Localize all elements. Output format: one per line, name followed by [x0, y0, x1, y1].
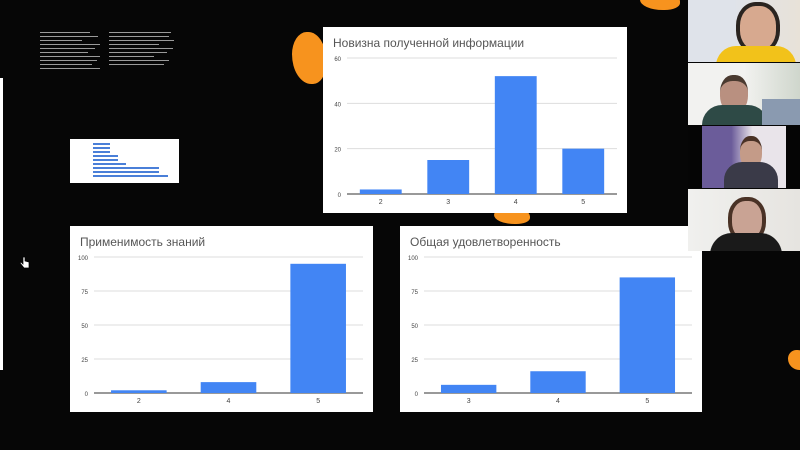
x-tick-label: 5 [316, 398, 320, 405]
x-tick-label: 5 [581, 199, 585, 206]
y-tick-label: 100 [78, 256, 89, 262]
orange-shape [640, 0, 680, 10]
video-tile-participant-1[interactable] [688, 0, 800, 62]
bar [619, 277, 676, 393]
y-tick-label: 75 [411, 290, 418, 296]
bar [359, 189, 402, 194]
chart-satisfaction: 0 25 50 75 100 3 4 5 Общая удовлетворенность [400, 226, 702, 412]
x-tick-label: 2 [379, 199, 383, 206]
chart-title: Применимость знаний [80, 235, 206, 249]
y-tick-label: 50 [411, 324, 418, 330]
chart-applicability: 0 25 50 75 100 2 4 5 Применимость знаний [70, 226, 373, 412]
chart-satisfaction-svg: 0 25 50 75 100 3 4 5 [408, 256, 692, 405]
bar [440, 384, 497, 393]
x-tick-label: 2 [137, 398, 141, 405]
thumbnail-chart [70, 139, 179, 183]
y-tick-label: 25 [81, 358, 88, 364]
chart-novelty-svg: 0 20 40 60 2 3 4 5 [334, 57, 617, 206]
y-tick-label: 60 [334, 57, 341, 63]
text-block [109, 32, 174, 68]
y-tick-label: 20 [334, 148, 341, 154]
mouse-cursor-icon [19, 256, 30, 274]
x-tick-label: 3 [446, 199, 450, 206]
bar [494, 76, 537, 194]
y-tick-label: 50 [81, 324, 88, 330]
x-tick-label: 3 [467, 398, 471, 405]
x-tick-label: 4 [514, 199, 518, 206]
y-tick-label: 75 [81, 290, 88, 296]
bar [427, 160, 470, 194]
y-tick-label: 0 [338, 193, 342, 199]
bar [562, 148, 605, 194]
y-tick-label: 25 [411, 358, 418, 364]
bar [290, 263, 346, 393]
text-block [40, 32, 100, 72]
x-tick-label: 4 [556, 398, 560, 405]
y-tick-label: 0 [415, 392, 419, 398]
chart-novelty: 0 20 40 60 2 3 4 5 Новизна полученной информаци… [323, 27, 627, 213]
x-tick-label: 4 [227, 398, 231, 405]
y-tick-label: 100 [408, 256, 419, 262]
orange-shape [292, 32, 326, 84]
video-tile-participant-3[interactable] [688, 126, 800, 188]
bar [200, 382, 257, 393]
bar [111, 390, 167, 393]
y-tick-label: 40 [334, 102, 341, 108]
side-panel-edge [0, 78, 3, 370]
bar [530, 371, 586, 393]
x-tick-label: 5 [645, 398, 649, 405]
video-tile-participant-4[interactable] [688, 189, 800, 251]
chart-title: Новизна полученной информации [333, 36, 525, 50]
y-tick-label: 0 [85, 392, 89, 398]
chart-title: Общая удовлетворенность [410, 235, 561, 249]
chart-applicability-svg: 0 25 50 75 100 2 4 5 [78, 256, 363, 405]
orange-shape [788, 350, 800, 370]
video-tile-participant-2[interactable] [688, 63, 800, 125]
